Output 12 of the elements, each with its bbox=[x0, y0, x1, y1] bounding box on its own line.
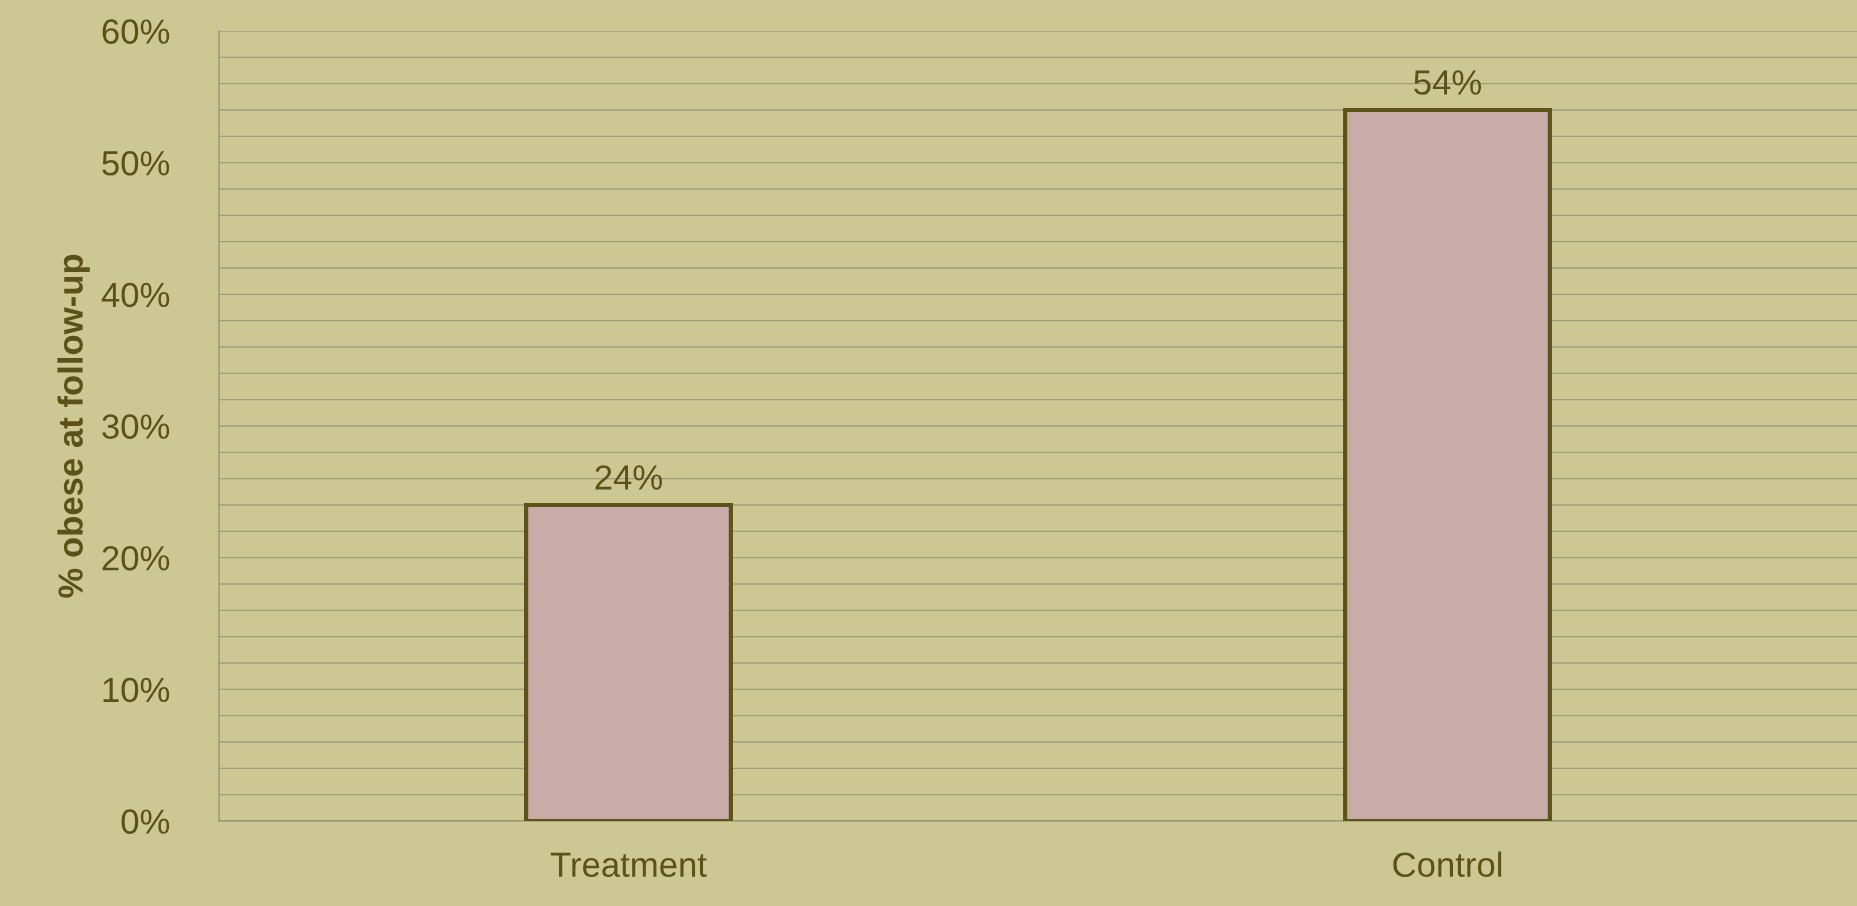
x-tick-label: Control bbox=[1393, 851, 1502, 878]
y-tick-label: 40% bbox=[101, 282, 170, 308]
x-tick-label: Treatment bbox=[550, 852, 707, 878]
y-axis-title: % obese at follow-up bbox=[57, 254, 90, 598]
y-tick-label: 50% bbox=[102, 151, 170, 176]
data-label: 24% bbox=[595, 465, 663, 490]
y-tick-label: 10% bbox=[103, 677, 170, 703]
y-tick-label: 30% bbox=[102, 414, 170, 439]
y-tick-label: 0% bbox=[121, 809, 170, 834]
y-tick-label: 60% bbox=[102, 19, 170, 44]
y-tick-label: 20% bbox=[102, 546, 170, 571]
data-label: 54% bbox=[1414, 70, 1482, 95]
